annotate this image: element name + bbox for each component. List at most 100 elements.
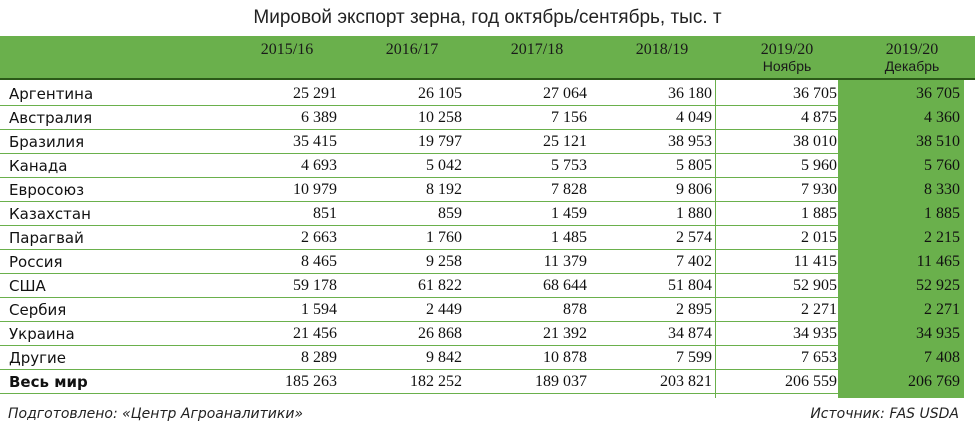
table-row: Сербия 1 594 2 449 878 2 895 2 271 2 271 bbox=[0, 298, 975, 322]
row-country-label: Сербия bbox=[9, 301, 67, 319]
table-cell: 7 599 bbox=[676, 349, 712, 366]
table-cell: 21 456 bbox=[293, 325, 337, 342]
row-country-label: Парагвай bbox=[9, 229, 84, 247]
column-header-5: 2019/20 Декабрь bbox=[850, 41, 974, 75]
table-cell: 21 392 bbox=[543, 325, 587, 342]
table-cell: 5 753 bbox=[551, 157, 587, 174]
table-cell: 7 408 bbox=[924, 349, 960, 366]
table-cell: 51 804 bbox=[668, 277, 712, 294]
table-cell: 2 015 bbox=[801, 229, 837, 246]
table-cell: 185 263 bbox=[285, 373, 337, 390]
table-cell: 34 874 bbox=[668, 325, 712, 342]
table-cell: 11 379 bbox=[543, 253, 587, 270]
row-divider bbox=[0, 177, 838, 178]
row-divider bbox=[0, 273, 838, 274]
table-cell: 1 459 bbox=[551, 205, 587, 222]
table-cell: 8 192 bbox=[426, 181, 462, 198]
row-divider bbox=[0, 369, 838, 370]
table-cell: 5 760 bbox=[924, 157, 960, 174]
table-cell: 1 760 bbox=[426, 229, 462, 246]
table-cell: 5 805 bbox=[676, 157, 712, 174]
table-cell: 25 291 bbox=[293, 85, 337, 102]
table-cell: 19 797 bbox=[418, 133, 462, 150]
column-divider bbox=[715, 80, 716, 398]
table-cell: 7 828 bbox=[551, 181, 587, 198]
table-cell: 206 559 bbox=[785, 373, 837, 390]
column-header-0: 2015/16 bbox=[225, 42, 349, 58]
table-cell: 34 935 bbox=[793, 325, 837, 342]
table-cell: 5 960 bbox=[801, 157, 837, 174]
column-header-label: 2015/16 bbox=[260, 41, 314, 58]
table-cell: 2 449 bbox=[426, 301, 462, 318]
table-cell: 26 105 bbox=[418, 85, 462, 102]
table-cell: 52 905 bbox=[793, 277, 837, 294]
column-header-label: 2017/18 bbox=[510, 41, 564, 58]
table-cell: 859 bbox=[438, 205, 462, 222]
column-header-sublabel: Декабрь bbox=[884, 58, 940, 74]
row-divider bbox=[0, 249, 838, 250]
table-cell: 203 821 bbox=[660, 373, 712, 390]
table-cell: 878 bbox=[563, 301, 587, 318]
table-cell: 10 258 bbox=[418, 109, 462, 126]
footer-credit: Подготовлено: «Центр Агроаналитики» bbox=[8, 406, 304, 422]
column-header-label: 2016/17 bbox=[385, 41, 439, 58]
row-divider bbox=[0, 345, 838, 346]
table-cell: 1 485 bbox=[551, 229, 587, 246]
table-cell: 4 049 bbox=[676, 109, 712, 126]
table-cell: 26 868 bbox=[418, 325, 462, 342]
table-cell: 4 875 bbox=[801, 109, 837, 126]
table-cell: 8 289 bbox=[301, 349, 337, 366]
table-cell: 2 215 bbox=[924, 229, 960, 246]
highlight-column bbox=[838, 80, 964, 398]
table-cell: 5 042 bbox=[426, 157, 462, 174]
table-row: Россия 8 465 9 258 11 379 7 402 11 415 11 465 bbox=[0, 250, 975, 274]
table-cell: 7 930 bbox=[801, 181, 837, 198]
table-row: Канада 4 693 5 042 5 753 5 805 5 960 5 760 bbox=[0, 154, 975, 178]
table-cell: 4 693 bbox=[301, 157, 337, 174]
table-cell: 1 885 bbox=[801, 205, 837, 222]
table-cell: 35 415 bbox=[293, 133, 337, 150]
row-country-label: США bbox=[9, 277, 46, 295]
table-row: Другие 8 289 9 842 10 878 7 599 7 653 7 408 bbox=[0, 346, 975, 370]
table-cell: 11 415 bbox=[793, 253, 837, 270]
column-header-1: 2016/17 bbox=[350, 42, 474, 58]
row-country-label: Канада bbox=[9, 157, 68, 175]
table-cell: 27 064 bbox=[543, 85, 587, 102]
table-cell: 2 574 bbox=[676, 229, 712, 246]
footer-source: Источник: FAS USDA bbox=[810, 406, 959, 422]
row-divider bbox=[0, 153, 838, 154]
table-cell: 36 705 bbox=[916, 85, 960, 102]
row-divider bbox=[0, 393, 838, 394]
column-header-2: 2017/18 bbox=[475, 42, 599, 58]
table-cell: 68 644 bbox=[543, 277, 587, 294]
table-cell: 851 bbox=[313, 205, 337, 222]
table-cell: 38 010 bbox=[793, 133, 837, 150]
table-row: Бразилия 35 415 19 797 25 121 38 953 38 010 38… bbox=[0, 130, 975, 154]
table-cell: 6 389 bbox=[301, 109, 337, 126]
table-cell: 38 510 bbox=[916, 133, 960, 150]
row-divider bbox=[0, 297, 838, 298]
column-header-4: 2019/20 Ноябрь bbox=[725, 41, 849, 75]
table-row: США 59 178 61 822 68 644 51 804 52 905 52 925 bbox=[0, 274, 975, 298]
column-header-label: 2019/20 bbox=[760, 41, 814, 58]
table-cell: 206 769 bbox=[908, 373, 960, 390]
column-header-label: 2018/19 bbox=[635, 41, 689, 58]
table-cell: 182 252 bbox=[410, 373, 462, 390]
table-cell: 10 878 bbox=[543, 349, 587, 366]
table-cell: 9 842 bbox=[426, 349, 462, 366]
column-divider bbox=[838, 80, 839, 398]
table-cell: 7 156 bbox=[551, 109, 587, 126]
table-cell: 9 806 bbox=[676, 181, 712, 198]
row-divider bbox=[0, 105, 838, 106]
table-row: Украина 21 456 26 868 21 392 34 874 34 935 34 … bbox=[0, 322, 975, 346]
column-header-3: 2018/19 bbox=[600, 42, 724, 58]
table-cell: 7 402 bbox=[676, 253, 712, 270]
table-cell: 38 953 bbox=[668, 133, 712, 150]
column-header-label: 2019/20 bbox=[885, 41, 939, 58]
table-row: Парагвай 2 663 1 760 1 485 2 574 2 015 2 215 bbox=[0, 226, 975, 250]
table-cell: 1 594 bbox=[301, 301, 337, 318]
table-cell: 2 271 bbox=[924, 301, 960, 318]
table-row: Евросоюз 10 979 8 192 7 828 9 806 7 930 8 330 bbox=[0, 178, 975, 202]
table-cell: 2 271 bbox=[801, 301, 837, 318]
table-header: 2015/16 2016/17 2017/18 2018/19 2019/20 Ноябр… bbox=[0, 36, 975, 80]
